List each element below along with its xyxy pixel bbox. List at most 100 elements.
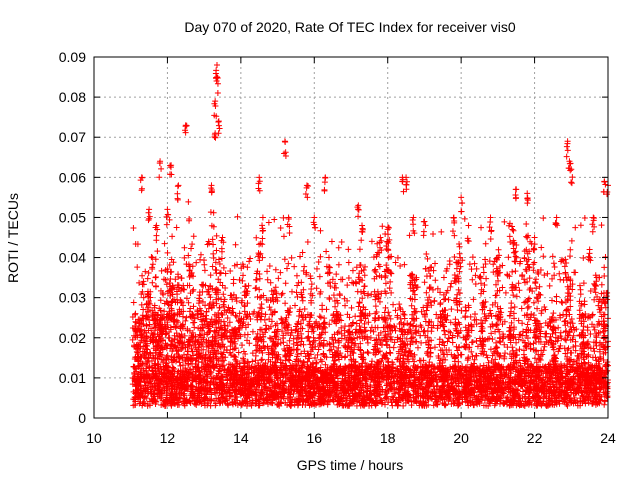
data-point [284, 402, 291, 408]
data-point [516, 346, 523, 353]
data-point [324, 280, 331, 287]
data-point [312, 355, 319, 362]
data-point [317, 227, 324, 234]
data-point [277, 269, 284, 276]
data-point [602, 253, 609, 260]
data-point [391, 339, 398, 346]
data-point [169, 233, 176, 240]
data-point [601, 401, 608, 408]
data-point [421, 279, 428, 286]
data-point [286, 337, 293, 344]
data-point [317, 401, 324, 408]
data-point [279, 290, 286, 297]
data-point [568, 237, 575, 244]
data-point [291, 263, 298, 270]
data-point [422, 399, 429, 406]
data-point [567, 349, 574, 356]
data-point [380, 324, 387, 331]
data-point [468, 266, 475, 273]
data-point [587, 288, 594, 295]
data-point [236, 310, 243, 317]
data-point [439, 338, 446, 345]
data-point [283, 365, 290, 372]
data-point [435, 354, 442, 361]
data-point [236, 360, 243, 367]
data-point [591, 392, 598, 399]
data-point [499, 284, 506, 291]
data-point [585, 399, 592, 406]
data-point [304, 358, 311, 365]
data-point [496, 400, 503, 407]
data-point [490, 269, 497, 276]
data-point [149, 383, 156, 390]
data-point [446, 257, 453, 264]
data-point [379, 386, 386, 393]
data-point [330, 292, 337, 299]
data-point [570, 358, 577, 365]
data-point [580, 280, 587, 287]
data-point [469, 254, 476, 261]
data-point [440, 274, 447, 281]
data-point [301, 348, 308, 355]
data-point [520, 328, 527, 335]
data-point [560, 311, 567, 318]
data-point [509, 268, 516, 275]
data-point [237, 391, 244, 398]
data-point [469, 339, 476, 346]
data-point [544, 270, 551, 277]
data-point [344, 311, 351, 318]
data-point [175, 399, 182, 406]
data-point [541, 387, 548, 394]
data-point [488, 330, 495, 337]
data-point [181, 394, 188, 401]
data-point [207, 209, 214, 216]
data-point [266, 304, 273, 311]
data-point [261, 370, 268, 377]
data-point [151, 360, 158, 367]
data-point [461, 215, 468, 222]
data-point [249, 328, 256, 335]
data-point [364, 292, 371, 299]
data-point [517, 363, 524, 370]
data-point [438, 228, 445, 235]
data-point [309, 401, 316, 408]
data-point [546, 282, 553, 289]
data-point [275, 275, 282, 282]
data-point [589, 398, 596, 405]
data-point [299, 249, 306, 256]
data-point [235, 324, 242, 331]
data-point [575, 355, 582, 362]
data-point [245, 282, 252, 289]
data-point [312, 401, 319, 408]
data-point [388, 336, 395, 343]
data-point [197, 251, 204, 258]
data-point [285, 260, 292, 267]
data-point [175, 368, 182, 375]
data-point [233, 313, 240, 320]
data-point [392, 259, 399, 266]
data-point [488, 313, 495, 320]
data-point [181, 244, 188, 251]
data-point [275, 336, 282, 343]
data-point [510, 387, 517, 394]
data-point [353, 264, 360, 271]
data-point [335, 244, 342, 251]
data-point [437, 289, 444, 296]
data-point [268, 399, 275, 406]
data-point [553, 298, 560, 305]
data-point [149, 254, 156, 261]
data-point [244, 300, 251, 307]
data-point [200, 363, 207, 370]
data-point [326, 397, 333, 404]
data-point [129, 336, 136, 343]
data-point [551, 263, 558, 270]
data-point [338, 324, 345, 331]
data-point [301, 306, 308, 313]
data-point [394, 254, 401, 261]
data-point [559, 299, 566, 306]
data-point [201, 261, 208, 268]
data-point [266, 334, 273, 341]
data-point [166, 216, 173, 223]
data-point [220, 264, 227, 271]
data-point [386, 349, 393, 356]
